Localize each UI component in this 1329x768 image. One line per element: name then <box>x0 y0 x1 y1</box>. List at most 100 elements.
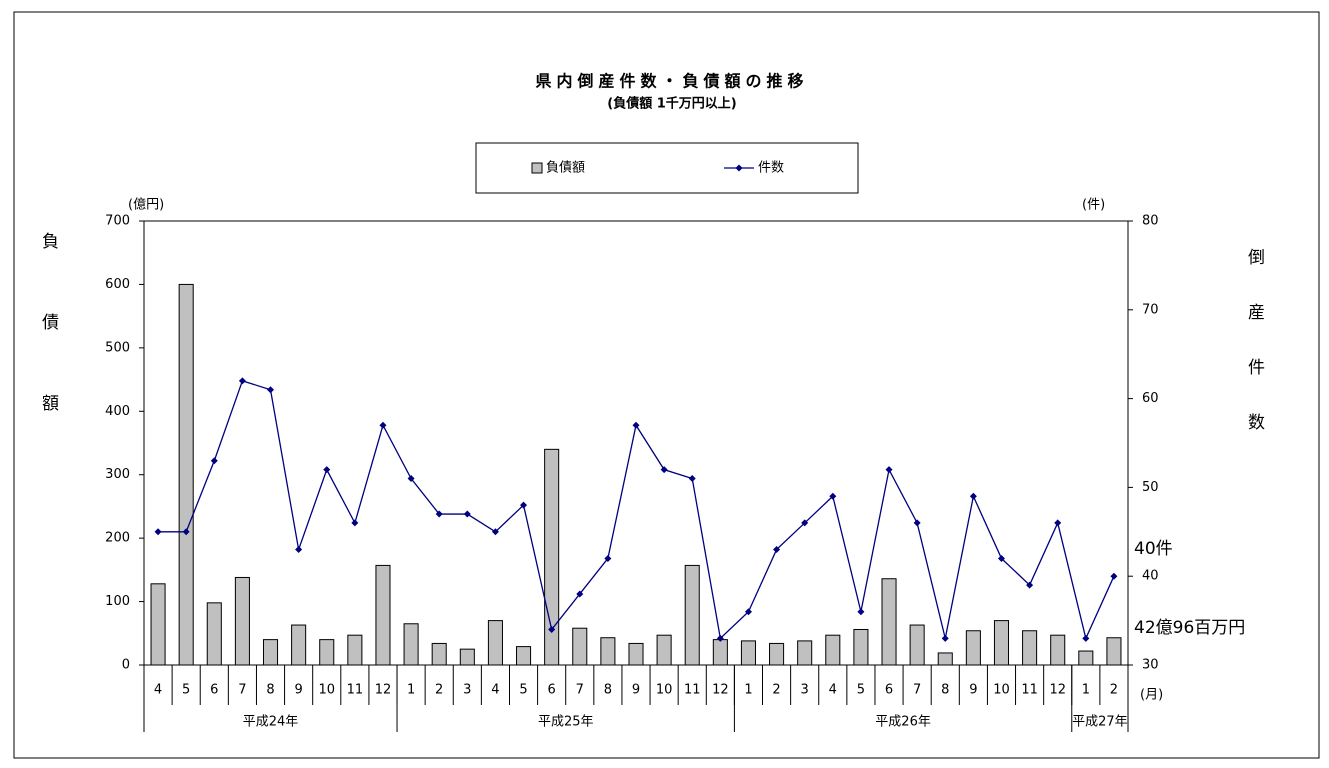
bar <box>825 634 841 666</box>
marker <box>660 466 668 474</box>
x-tick-label: 4 <box>491 683 499 698</box>
marker <box>969 492 977 500</box>
x-tick-label: 9 <box>632 683 640 698</box>
marker <box>435 510 443 518</box>
bar <box>375 564 391 666</box>
y2-tick-label: 30 <box>1142 658 1159 673</box>
marker <box>520 501 528 509</box>
group-label: 平成24年 <box>243 715 299 730</box>
bar <box>600 637 616 666</box>
marker <box>379 421 387 429</box>
marker <box>295 546 303 554</box>
y-unit: (億円) <box>128 197 164 213</box>
marker <box>407 475 415 483</box>
x-tick-label: 7 <box>576 683 584 698</box>
x-tick-label: 12 <box>712 683 729 698</box>
bar <box>431 642 447 666</box>
bar <box>459 648 475 666</box>
marker <box>773 546 781 554</box>
bar <box>150 583 166 666</box>
x-tick-label: 8 <box>604 683 612 698</box>
y-tick-label: 100 <box>105 594 130 609</box>
bar <box>516 646 532 666</box>
y2-tick-label: 80 <box>1142 214 1159 229</box>
marker <box>941 634 949 642</box>
marker <box>238 377 246 385</box>
bar <box>993 620 1010 666</box>
marker <box>548 625 556 633</box>
annotation: 42億96百万円 <box>1134 618 1245 638</box>
x-tick-label: 5 <box>519 683 527 698</box>
bar <box>1022 630 1038 666</box>
x-tick-label: 1 <box>407 683 415 698</box>
bar <box>797 640 813 666</box>
x-tick-label: 3 <box>801 683 809 698</box>
x-tick-label: 7 <box>238 683 246 698</box>
bar <box>572 627 588 666</box>
marker <box>857 608 865 616</box>
x-tick-label: 11 <box>1021 683 1038 698</box>
annotation: 40件 <box>1134 539 1173 559</box>
x-tick-label: 10 <box>993 683 1010 698</box>
x-unit: (月) <box>1140 688 1163 703</box>
bar <box>853 628 869 666</box>
chart-title: 県内倒産件数・負債額の推移 <box>535 72 808 91</box>
marker <box>1054 519 1062 527</box>
x-tick-label: 6 <box>885 683 893 698</box>
marker <box>1082 634 1090 642</box>
x-tick-label: 5 <box>857 683 865 698</box>
bar <box>319 639 335 666</box>
legend-label: 件数 <box>758 161 784 176</box>
x-tick-label: 7 <box>913 683 921 698</box>
bar <box>965 630 981 666</box>
x-tick-label: 4 <box>154 683 162 698</box>
y-tick-label: 700 <box>105 214 130 229</box>
bar <box>656 634 672 666</box>
y-tick-label: 500 <box>105 340 130 355</box>
marker <box>154 528 162 536</box>
y-tick-label: 600 <box>105 277 130 292</box>
y2-tick-label: 70 <box>1142 302 1159 317</box>
bar <box>487 620 503 666</box>
bar <box>234 576 250 666</box>
group-label: 平成27年 <box>1072 715 1128 730</box>
y-tick-label: 200 <box>105 531 130 546</box>
x-tick-label: 6 <box>210 683 218 698</box>
x-tick-label: 2 <box>435 683 443 698</box>
bar <box>881 578 897 666</box>
marker <box>210 457 218 465</box>
chart-subtitle: (負債額 1千万円以上) <box>607 96 736 112</box>
x-tick-label: 9 <box>969 683 977 698</box>
x-tick-label: 4 <box>829 683 837 698</box>
y2-tick-label: 60 <box>1142 391 1159 406</box>
marker <box>576 590 584 598</box>
bar <box>684 564 700 666</box>
y2-tick-label: 50 <box>1142 480 1159 495</box>
y2-axis-title: 倒産件数 <box>1244 248 1265 468</box>
x-tick-label: 8 <box>266 683 274 698</box>
legend-label: 負債額 <box>546 161 585 176</box>
x-tick-label: 6 <box>548 683 556 698</box>
x-tick-label: 12 <box>375 683 392 698</box>
marker <box>632 421 640 429</box>
y-axis-title: 負債額 <box>38 232 59 475</box>
marker <box>716 634 724 642</box>
y2-tick-label: 40 <box>1142 569 1159 584</box>
bar <box>1050 634 1066 666</box>
marker <box>1026 581 1034 589</box>
x-tick-label: 10 <box>656 683 673 698</box>
bar <box>291 624 307 666</box>
marker <box>913 519 921 527</box>
bar <box>347 634 363 666</box>
marker <box>323 466 331 474</box>
legend-marker <box>735 164 743 172</box>
marker <box>801 519 809 527</box>
bar <box>1106 637 1122 666</box>
bar <box>628 642 644 666</box>
bar <box>206 602 222 666</box>
bar <box>740 640 756 666</box>
marker <box>267 386 275 394</box>
x-tick-label: 1 <box>744 683 752 698</box>
x-tick-label: 1 <box>1082 683 1090 698</box>
